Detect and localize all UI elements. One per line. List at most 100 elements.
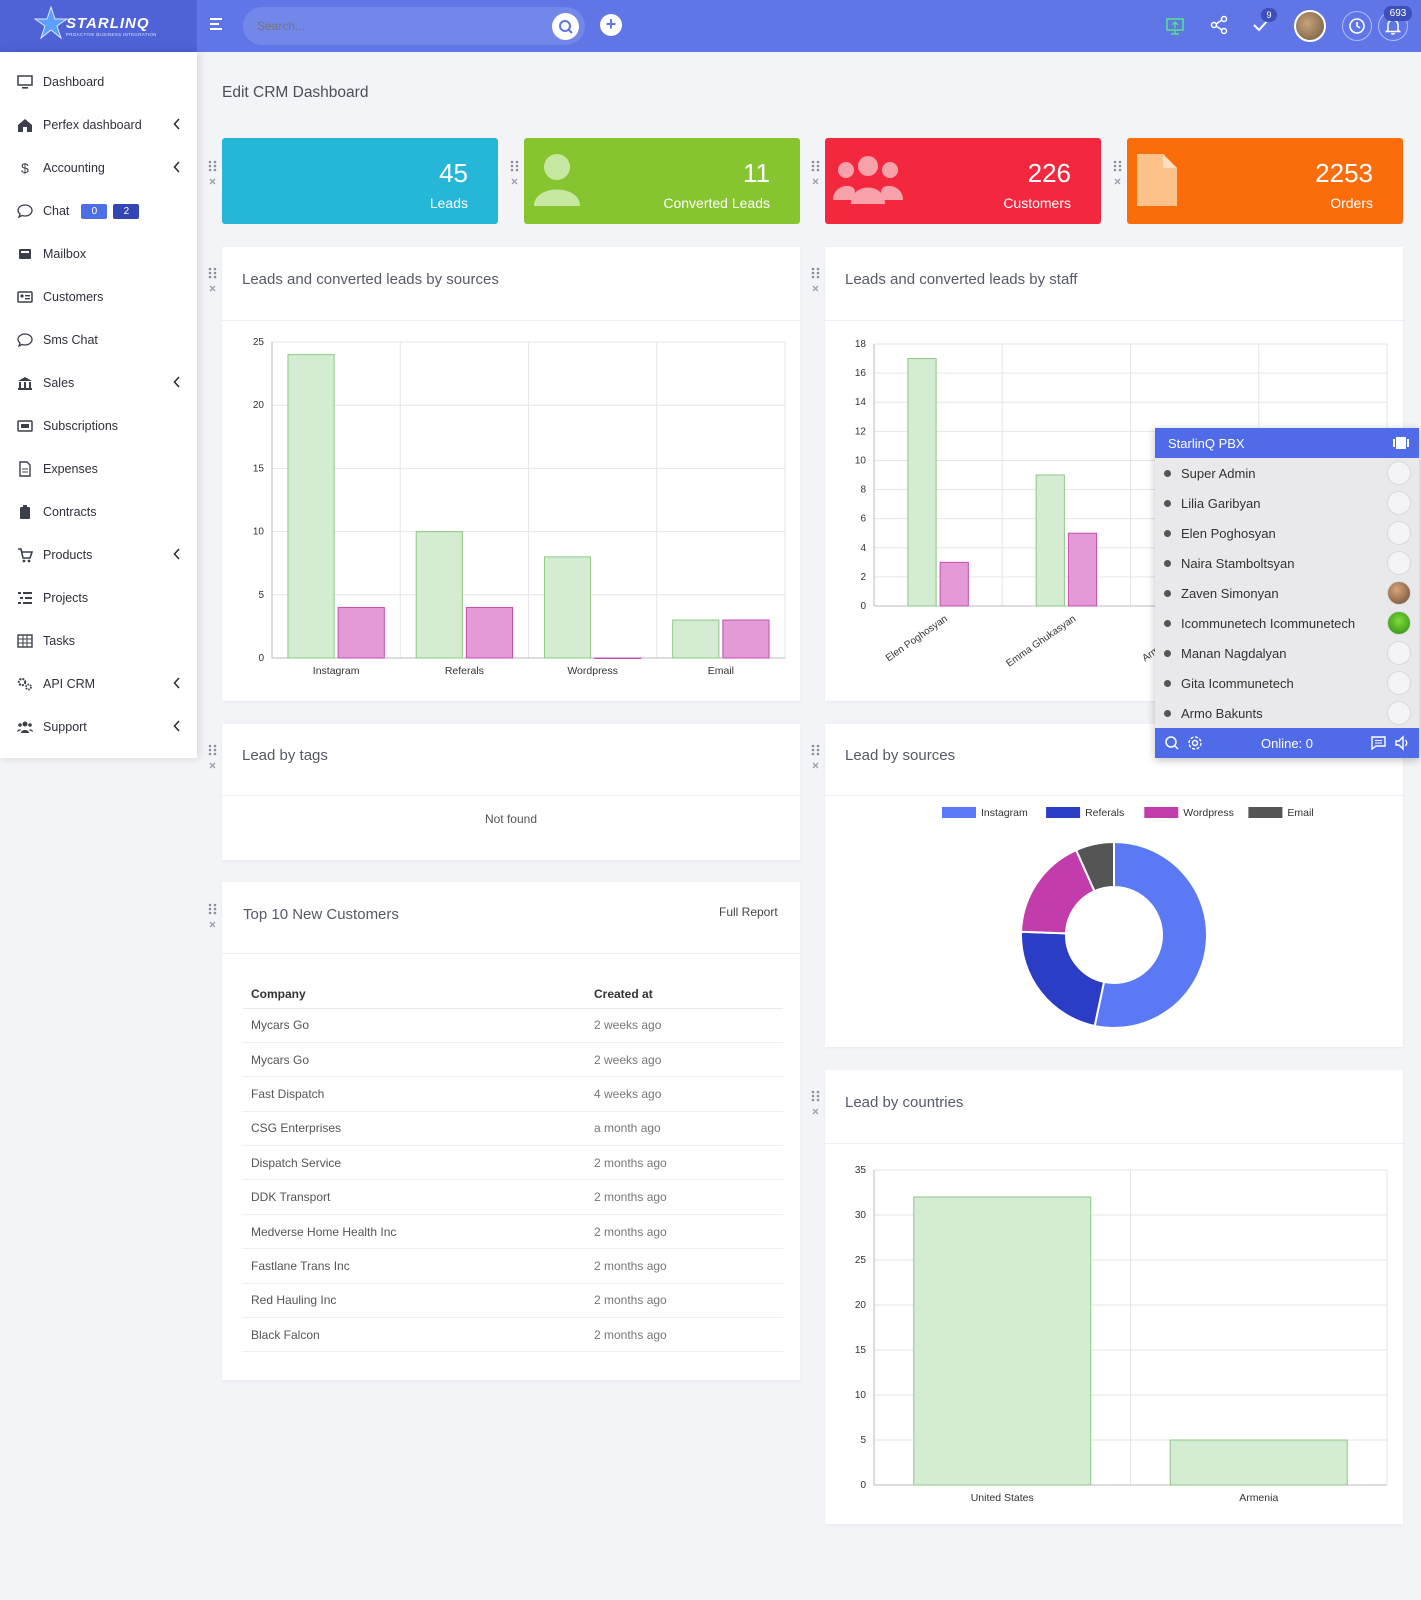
- stat-card-leads[interactable]: 45 Leads: [222, 138, 498, 224]
- sidebar-item-subscriptions[interactable]: Subscriptions: [0, 406, 197, 446]
- lead-sources-donut-chart: Instagram Referals Wordpress Email: [942, 807, 1314, 1029]
- pbx-user-name: Elen Poghosyan: [1181, 525, 1276, 541]
- stat-card-orders[interactable]: 2253 Orders: [1127, 138, 1403, 224]
- pbx-user-row[interactable]: Manan Nagdalyan: [1155, 638, 1419, 668]
- legend-label: Wordpress: [1183, 807, 1234, 819]
- sidebar-item-sms-chat[interactable]: Sms Chat: [0, 320, 197, 360]
- pbx-user-row[interactable]: Lilia Garibyan: [1155, 488, 1419, 518]
- stat-value: 11: [743, 158, 770, 188]
- pbx-user-row[interactable]: Icommunetech Icommunetech: [1155, 608, 1419, 638]
- sidebar-item-label: Projects: [43, 591, 89, 605]
- avatar: [1387, 551, 1411, 575]
- tasks-check-icon[interactable]: [1252, 17, 1270, 33]
- pbx-expand-icon[interactable]: [1393, 436, 1409, 450]
- share-icon[interactable]: [1209, 15, 1229, 35]
- company-cell[interactable]: Fastlane Trans Inc: [243, 1248, 586, 1284]
- table-row[interactable]: Black Falcon 2 months ago: [243, 1317, 783, 1353]
- widget-drag-handle[interactable]: [207, 744, 221, 774]
- chevron-left-icon: [173, 118, 181, 133]
- pbx-message-icon[interactable]: [1370, 735, 1387, 751]
- company-cell[interactable]: DDK Transport: [243, 1179, 586, 1215]
- stat-label: Customers: [1003, 195, 1071, 211]
- pbx-user-row[interactable]: Gita Icommunetech: [1155, 668, 1419, 698]
- y-tick-label: 12: [855, 426, 867, 437]
- brand-area[interactable]: STARLINQ PROACTIVE BUSINESS INTEGRATION: [0, 0, 197, 52]
- sidebar-item-sales[interactable]: Sales: [0, 363, 197, 403]
- screen-share-icon[interactable]: [1165, 16, 1185, 36]
- add-icon[interactable]: +: [600, 14, 622, 36]
- company-cell[interactable]: CSG Enterprises: [243, 1111, 586, 1147]
- pbx-volume-icon[interactable]: [1394, 735, 1411, 751]
- sidebar-item-customers[interactable]: Customers: [0, 277, 197, 317]
- sidebar-item-expenses[interactable]: Expenses: [0, 449, 197, 489]
- stat-label: Leads: [429, 195, 468, 211]
- widget-drag-handle[interactable]: [810, 267, 824, 297]
- sidebar-item-contracts[interactable]: Contracts: [0, 492, 197, 532]
- table-row[interactable]: Dispatch Service 2 months ago: [243, 1145, 783, 1181]
- search-box: [243, 7, 585, 45]
- widget-drag-handle[interactable]: [207, 160, 221, 190]
- pbx-user-row[interactable]: Naira Stamboltsyan: [1155, 548, 1419, 578]
- widget-drag-handle[interactable]: [810, 744, 824, 774]
- widget-drag-handle[interactable]: [1112, 160, 1126, 190]
- legend-swatch: [942, 807, 976, 818]
- table-row[interactable]: Fast Dispatch 4 weeks ago: [243, 1076, 783, 1112]
- menu-toggle-icon[interactable]: [210, 18, 224, 32]
- full-report-link[interactable]: Full Report: [719, 905, 778, 919]
- sidebar-item-projects[interactable]: Projects: [0, 578, 197, 618]
- chevron-left-icon: [173, 376, 181, 391]
- table-row[interactable]: Mycars Go 2 weeks ago: [243, 1008, 783, 1043]
- widget-drag-handle[interactable]: [509, 160, 523, 190]
- y-tick-label: 18: [855, 339, 867, 350]
- sidebar-item-accounting[interactable]: $ Accounting: [0, 148, 197, 188]
- column-company: Company: [243, 980, 586, 1009]
- stat-card-customers[interactable]: 226 Customers: [825, 138, 1101, 224]
- pbx-user-name: Zaven Simonyan: [1181, 585, 1279, 601]
- mailbox-icon: [17, 246, 33, 262]
- company-cell[interactable]: Black Falcon: [243, 1317, 586, 1353]
- sidebar-item-mailbox[interactable]: Mailbox: [0, 234, 197, 274]
- sidebar-item-support[interactable]: Support: [0, 707, 197, 747]
- bar: [337, 606, 385, 659]
- clock-icon[interactable]: [1342, 11, 1372, 41]
- company-cell[interactable]: Mycars Go: [243, 1042, 586, 1078]
- company-cell[interactable]: Medverse Home Health Inc: [243, 1214, 586, 1250]
- sidebar-item-products[interactable]: Products: [0, 535, 197, 575]
- sidebar-item-label: Tasks: [43, 634, 75, 648]
- donut-slice: [1093, 840, 1208, 1029]
- stat-card-converted-leads[interactable]: 11 Converted Leads: [524, 138, 800, 224]
- widget-drag-handle[interactable]: [207, 267, 221, 297]
- sidebar-item-tasks[interactable]: Tasks: [0, 621, 197, 661]
- sidebar-item-api-crm[interactable]: API CRM: [0, 664, 197, 704]
- company-cell[interactable]: Red Hauling Inc: [243, 1283, 586, 1319]
- sidebar-item-dashboard[interactable]: Dashboard: [0, 62, 197, 102]
- pbx-user-row[interactable]: Elen Poghosyan: [1155, 518, 1419, 548]
- y-tick-label: 2: [860, 572, 866, 583]
- created-at-cell: a month ago: [586, 1111, 783, 1147]
- sidebar-item-perfex-dashboard[interactable]: Perfex dashboard: [0, 105, 197, 145]
- pbx-user-row[interactable]: Zaven Simonyan: [1155, 578, 1419, 608]
- widget-drag-handle[interactable]: [207, 903, 221, 933]
- search-input[interactable]: [257, 17, 527, 35]
- widget-drag-handle[interactable]: [810, 160, 824, 190]
- sidebar-item-chat[interactable]: Chat 0 2: [0, 191, 197, 231]
- table-row[interactable]: Fastlane Trans Inc 2 months ago: [243, 1248, 783, 1284]
- pbx-search-icon[interactable]: [1164, 735, 1180, 751]
- user-avatar[interactable]: [1294, 10, 1326, 42]
- search-icon[interactable]: [552, 13, 579, 40]
- company-cell[interactable]: Mycars Go: [243, 1008, 586, 1043]
- widget-drag-handle[interactable]: [810, 1090, 824, 1120]
- table-row[interactable]: DDK Transport 2 months ago: [243, 1179, 783, 1215]
- company-cell[interactable]: Fast Dispatch: [243, 1076, 586, 1112]
- sidebar-item-label: Expenses: [43, 462, 98, 476]
- table-row[interactable]: Mycars Go 2 weeks ago: [243, 1042, 783, 1078]
- pbx-user-row[interactable]: Super Admin: [1155, 458, 1419, 488]
- pbx-settings-icon[interactable]: [1187, 735, 1203, 751]
- pbx-user-row[interactable]: Armo Bakunts: [1155, 698, 1419, 728]
- divider: [222, 953, 800, 954]
- table-row[interactable]: CSG Enterprises a month ago: [243, 1111, 783, 1147]
- table-row[interactable]: Red Hauling Inc 2 months ago: [243, 1283, 783, 1319]
- table-row[interactable]: Medverse Home Health Inc 2 months ago: [243, 1214, 783, 1250]
- y-tick-label: 15: [855, 1345, 867, 1356]
- company-cell[interactable]: Dispatch Service: [243, 1145, 586, 1181]
